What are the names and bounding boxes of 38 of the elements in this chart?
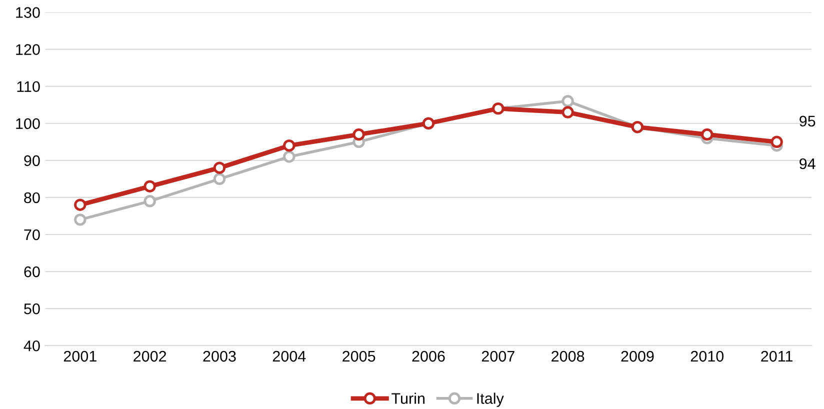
y-tick-label: 80 [24, 192, 40, 204]
x-tick-label: 2006 [412, 350, 445, 362]
point [562, 95, 574, 108]
y-tick-label: 60 [24, 266, 40, 278]
legend-label: Turin [392, 392, 424, 404]
point [283, 139, 296, 152]
annotation: 95 [800, 116, 816, 127]
point [701, 128, 714, 141]
x-tick-label: 2008 [552, 350, 584, 362]
x-tick-label: 2004 [272, 350, 306, 362]
x-tick-label: 2002 [134, 350, 166, 362]
y-tick-label: 70 [24, 229, 40, 240]
point [352, 128, 365, 141]
x-tick-label: 2010 [690, 350, 724, 362]
y-tick-label: 130 [16, 7, 40, 18]
point [74, 198, 86, 211]
x-tick-label: 2007 [482, 350, 514, 362]
y-tick-label: 90 [24, 155, 40, 166]
x-tick-label: 2003 [203, 350, 236, 362]
point [770, 136, 783, 148]
point [74, 214, 86, 226]
annotation: 94 [800, 158, 816, 170]
y-tick-label: 120 [16, 44, 40, 55]
point [144, 195, 156, 208]
point [213, 172, 226, 186]
point [562, 106, 574, 118]
y-tick-label: 50 [24, 303, 40, 314]
legend-label: Italy [477, 392, 504, 407]
y-tick-label: 40 [24, 340, 40, 352]
x-tick-label: 2005 [342, 350, 376, 362]
y-tick-label: 100 [16, 118, 40, 130]
point [144, 180, 156, 192]
x-tick-label: 2009 [621, 350, 654, 362]
point [213, 162, 226, 174]
x-tick-label: 2011 [761, 350, 792, 362]
point [283, 150, 296, 163]
y-tick-label: 110 [17, 81, 40, 92]
x-tick-label: 2001 [64, 350, 96, 362]
